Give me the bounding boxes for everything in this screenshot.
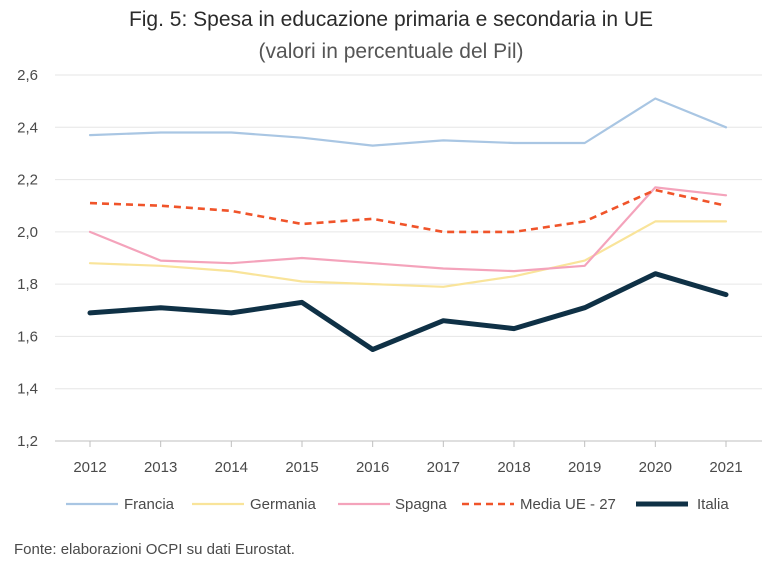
y-tick-label: 2,0 — [17, 224, 38, 241]
x-tick-label: 2021 — [709, 459, 742, 476]
x-tick-label: 2015 — [285, 459, 318, 476]
y-tick-label: 2,6 — [17, 67, 38, 84]
legend-label: Spagna — [395, 496, 447, 513]
x-tick-label: 2016 — [356, 459, 389, 476]
gridlines — [55, 74, 762, 442]
x-tick-label: 2013 — [144, 459, 177, 476]
chart-subtitle: (valori in percentuale del Pil) — [258, 40, 524, 63]
y-tick-label: 1,2 — [17, 433, 38, 450]
legend-label: Media UE - 27 — [520, 496, 616, 513]
series-line-italia — [87, 271, 729, 352]
y-tick-label: 2,4 — [17, 119, 38, 136]
chart-title: Fig. 5: Spesa in educazione primaria e s… — [128, 8, 654, 31]
x-tick-label: 2017 — [427, 459, 460, 476]
series-lines — [87, 97, 729, 352]
y-axis-ticks: 1,2 1,4 1,6 1,8 2,0 2,2 2,4 2,6 — [17, 67, 38, 450]
series-line-francia — [88, 97, 728, 147]
x-tick-label: 2020 — [639, 459, 672, 476]
x-tick-label: 2014 — [215, 459, 248, 476]
x-axis-ticks: 2012 2013 2014 2015 2016 2017 2018 2019 2020 2021 — [73, 441, 743, 476]
series-line-germania — [88, 220, 728, 288]
x-tick-label: 2012 — [73, 459, 106, 476]
x-tick-label: 2019 — [568, 459, 601, 476]
y-tick-label: 2,2 — [17, 172, 38, 189]
y-tick-label: 1,8 — [17, 276, 38, 293]
y-tick-label: 1,4 — [17, 381, 38, 398]
source-note: Fonte: elaborazioni OCPI su dati Eurosta… — [14, 541, 295, 558]
legend: Francia Germania Spagna Media UE - 27 Italia — [66, 496, 729, 513]
legend-label: Germania — [250, 496, 317, 513]
legend-label: Francia — [124, 496, 175, 513]
x-tick-label: 2018 — [497, 459, 530, 476]
series-line-spagna — [88, 186, 728, 273]
series-line-media-ue-27 — [89, 188, 727, 234]
legend-label: Italia — [697, 496, 729, 513]
y-tick-label: 1,6 — [17, 328, 38, 345]
